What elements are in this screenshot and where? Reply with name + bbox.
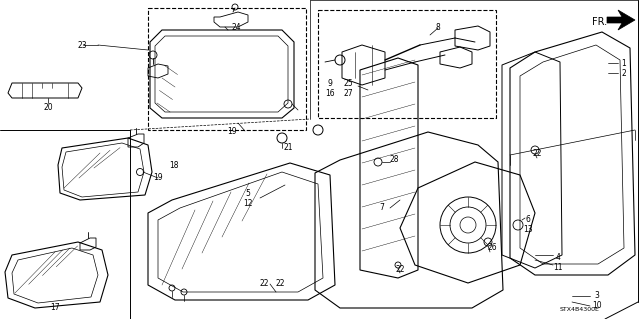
Text: 7: 7 — [380, 204, 385, 212]
Text: 22: 22 — [396, 265, 404, 275]
Text: 23: 23 — [77, 41, 87, 49]
Text: 8: 8 — [436, 24, 440, 33]
Text: 2: 2 — [621, 69, 627, 78]
Text: 17: 17 — [50, 303, 60, 313]
Text: 13: 13 — [523, 226, 533, 234]
Text: 22: 22 — [275, 279, 285, 288]
Text: 16: 16 — [325, 88, 335, 98]
Text: 24: 24 — [231, 23, 241, 32]
Text: 22: 22 — [259, 279, 269, 288]
Text: 20: 20 — [43, 102, 53, 112]
Text: 5: 5 — [246, 189, 250, 197]
Text: STX4B4300E: STX4B4300E — [560, 307, 600, 312]
Text: 11: 11 — [553, 263, 563, 272]
Text: 6: 6 — [525, 216, 531, 225]
Text: FR.: FR. — [593, 17, 607, 27]
Text: 22: 22 — [532, 149, 541, 158]
Text: 27: 27 — [343, 88, 353, 98]
Text: 1: 1 — [621, 58, 627, 68]
Text: 25: 25 — [343, 78, 353, 87]
Text: 10: 10 — [592, 301, 602, 310]
Text: 19: 19 — [227, 127, 237, 136]
Text: 9: 9 — [328, 78, 332, 87]
Text: 21: 21 — [284, 144, 292, 152]
Bar — [148, 8, 306, 130]
Text: 19: 19 — [153, 174, 163, 182]
Text: 12: 12 — [243, 198, 253, 207]
Text: 18: 18 — [169, 160, 179, 169]
Bar — [318, 10, 496, 118]
Polygon shape — [607, 10, 635, 30]
Text: 28: 28 — [389, 155, 399, 165]
Text: 4: 4 — [556, 254, 561, 263]
Text: 3: 3 — [595, 292, 600, 300]
Text: 26: 26 — [487, 243, 497, 253]
